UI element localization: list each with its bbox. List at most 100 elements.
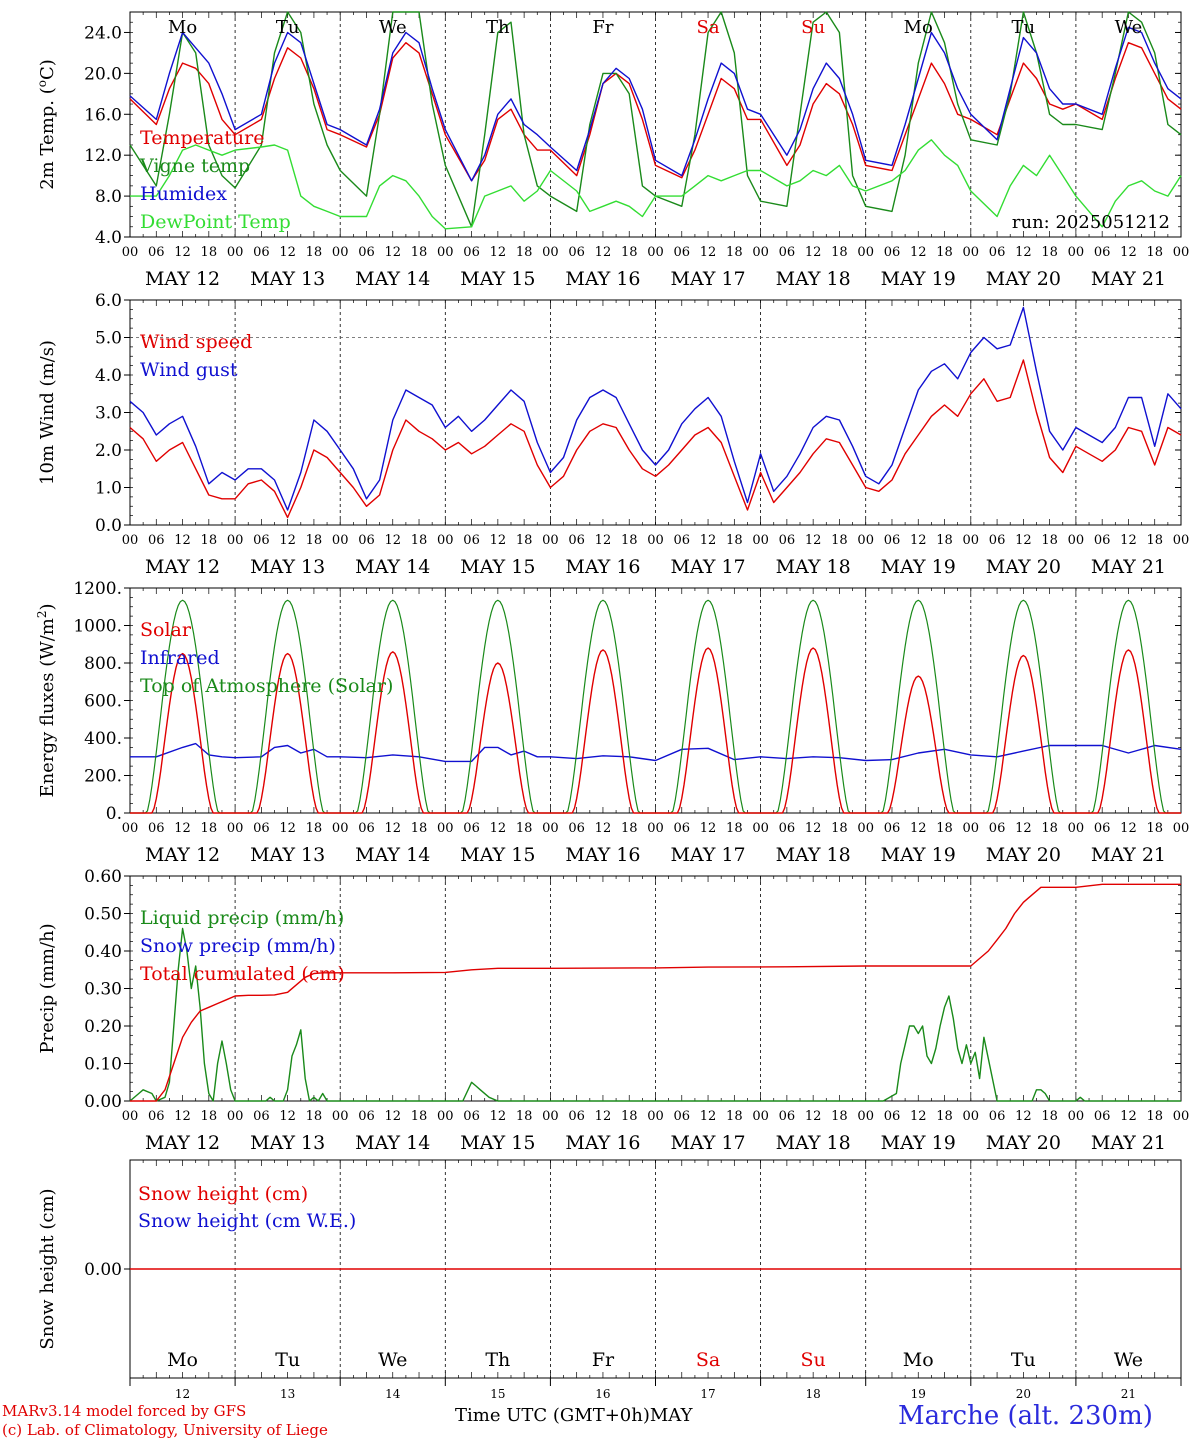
- hour-tick-label: 00: [963, 533, 980, 548]
- hour-tick-label: 18: [201, 1109, 218, 1124]
- hour-tick-label: 06: [884, 821, 901, 836]
- hour-tick-label: 18: [201, 533, 218, 548]
- hour-tick-label: 06: [253, 245, 270, 260]
- date-label: MAY 20: [986, 556, 1061, 578]
- y-tick-label: 0.20: [84, 1017, 122, 1037]
- hour-tick-label: 00: [963, 245, 980, 260]
- y-tick-label: 600.: [84, 692, 122, 712]
- y-tick-label: 800.: [84, 654, 122, 674]
- weekday-label: Fr: [592, 17, 613, 38]
- hour-tick-label: 18: [831, 533, 848, 548]
- hour-tick-label: 06: [989, 245, 1006, 260]
- weekday-label: Mo: [167, 1349, 198, 1371]
- y-tick-label: 400.: [84, 729, 122, 749]
- weekday-label: Mo: [168, 17, 197, 38]
- date-label: MAY 12: [145, 844, 220, 866]
- hour-tick-label: 12: [1015, 821, 1032, 836]
- hour-tick-label: 06: [463, 1109, 480, 1124]
- hour-tick-label: 06: [148, 245, 165, 260]
- hour-tick-label: 18: [411, 245, 428, 260]
- hour-tick-label: 18: [1041, 245, 1058, 260]
- hour-tick-label: 12: [279, 533, 296, 548]
- hour-tick-label: 18: [726, 821, 743, 836]
- hour-tick-label: 06: [674, 245, 691, 260]
- y-tick-label: 12.0: [84, 146, 122, 166]
- date-label: MAY 13: [250, 268, 325, 290]
- hour-tick-label: 06: [463, 821, 480, 836]
- day-number-label: 21: [1121, 1387, 1136, 1401]
- day-number-label: 20: [1016, 1387, 1031, 1401]
- hour-tick-label: 12: [279, 821, 296, 836]
- hour-tick-label: 00: [542, 1109, 559, 1124]
- series-line-humidex: [129, 26, 1182, 182]
- hour-tick-label: 12: [700, 533, 717, 548]
- date-label: MAY 15: [460, 1132, 535, 1154]
- hour-tick-label: 06: [779, 1109, 796, 1124]
- y-axis-label: Energy fluxes (W/m2): [35, 603, 58, 797]
- hour-tick-label: 12: [910, 533, 927, 548]
- date-label: MAY 19: [881, 844, 956, 866]
- y-tick-label: 0.30: [84, 980, 122, 1000]
- y-tick-label: 3.0: [95, 404, 122, 424]
- hour-tick-label: 18: [621, 245, 638, 260]
- y-tick-label: 4.0: [95, 228, 122, 248]
- hour-tick-label: 00: [437, 533, 454, 548]
- hour-tick-label: 12: [1015, 533, 1032, 548]
- hour-tick-label: 00: [647, 821, 664, 836]
- date-label: MAY 21: [1091, 1132, 1166, 1154]
- hour-tick-label: 18: [621, 821, 638, 836]
- date-label: MAY 15: [460, 268, 535, 290]
- y-axis-label: 10m Wind (m/s): [37, 340, 58, 485]
- hour-tick-label: 12: [595, 1109, 612, 1124]
- series-line-solar: [130, 647, 1181, 814]
- date-label: MAY 18: [776, 844, 851, 866]
- hour-tick-label: 12: [910, 1109, 927, 1124]
- credit-line-1: MARv3.14 model forced by GFS: [2, 1402, 247, 1420]
- hour-tick-label: 00: [332, 821, 349, 836]
- hour-tick-label: 12: [1015, 1109, 1032, 1124]
- hour-tick-label: 00: [1068, 821, 1085, 836]
- hour-tick-label: 12: [700, 245, 717, 260]
- date-label: MAY 16: [565, 556, 640, 578]
- hour-tick-label: 18: [621, 533, 638, 548]
- hour-tick-label: 18: [726, 533, 743, 548]
- day-number-label: 17: [700, 1387, 715, 1401]
- weekday-label: Su: [801, 17, 825, 38]
- hour-tick-label: 06: [463, 533, 480, 548]
- date-label: MAY 13: [250, 556, 325, 578]
- hour-tick-label: 06: [568, 533, 585, 548]
- hour-tick-label: 18: [516, 821, 533, 836]
- hour-tick-label: 06: [568, 1109, 585, 1124]
- y-tick-label: 0.40: [84, 942, 122, 962]
- y-tick-label: 1000.: [73, 617, 122, 637]
- legend-entry: Top of Atmosphere (Solar): [140, 675, 393, 697]
- hour-tick-label: 18: [621, 1109, 638, 1124]
- hour-tick-label: 18: [306, 245, 323, 260]
- credit-line-2: (c) Lab. of Climatology, University of L…: [2, 1421, 328, 1439]
- weekday-label: We: [379, 17, 407, 38]
- series-line-wind-gust: [129, 306, 1182, 511]
- hour-tick-label: 12: [174, 1109, 191, 1124]
- series-group: [129, 883, 1181, 1102]
- date-label: MAY 19: [881, 556, 956, 578]
- hour-tick-label: 00: [542, 821, 559, 836]
- hour-tick-label: 12: [490, 821, 507, 836]
- hour-tick-label: 00: [332, 1109, 349, 1124]
- weekday-label: Tu: [275, 1349, 300, 1371]
- series-line-liquid-precip-mm-h-: [129, 927, 1181, 1102]
- hour-tick-label: 00: [122, 1109, 139, 1124]
- hour-tick-label: 06: [674, 821, 691, 836]
- date-label: MAY 18: [776, 556, 851, 578]
- hour-tick-label: 06: [779, 533, 796, 548]
- hour-tick-label: 06: [148, 1109, 165, 1124]
- series-line-dewpoint-temp: [130, 139, 1182, 230]
- date-label: MAY 13: [250, 844, 325, 866]
- panel-frame: [129, 587, 1182, 814]
- hour-tick-label: 18: [306, 533, 323, 548]
- hour-tick-label: 12: [910, 821, 927, 836]
- y-tick-label: 1.0: [95, 479, 122, 499]
- series-group: [129, 306, 1182, 519]
- series-line-total-cumulated-cm-: [130, 883, 1181, 1102]
- series-line-wind-speed: [129, 359, 1182, 519]
- hour-tick-label: 06: [884, 533, 901, 548]
